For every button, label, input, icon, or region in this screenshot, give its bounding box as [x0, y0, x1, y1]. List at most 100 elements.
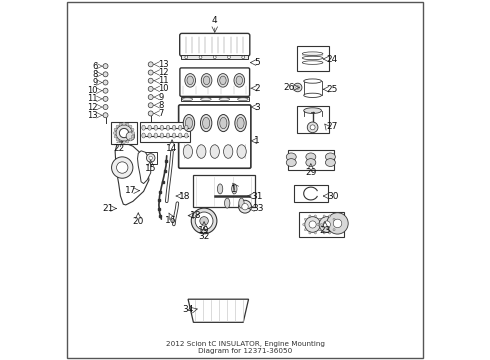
Circle shape: [129, 138, 132, 141]
Ellipse shape: [200, 98, 211, 101]
Text: 14: 14: [167, 144, 178, 153]
Text: 6: 6: [92, 62, 98, 71]
Text: 13: 13: [87, 111, 98, 120]
Ellipse shape: [172, 133, 176, 138]
Ellipse shape: [304, 93, 321, 98]
Bar: [140, 122, 190, 142]
Circle shape: [148, 95, 153, 100]
Bar: [181, 55, 248, 59]
Text: 10: 10: [87, 86, 98, 95]
Text: 9: 9: [93, 78, 98, 87]
Text: 1: 1: [254, 136, 260, 145]
Circle shape: [317, 224, 319, 226]
Text: 2: 2: [254, 84, 260, 93]
Circle shape: [309, 221, 316, 228]
Ellipse shape: [182, 98, 193, 101]
Ellipse shape: [218, 184, 223, 194]
Ellipse shape: [304, 108, 321, 113]
Circle shape: [129, 125, 132, 128]
Ellipse shape: [219, 98, 230, 101]
Ellipse shape: [154, 125, 158, 130]
Bar: [144, 152, 157, 164]
Circle shape: [114, 128, 117, 131]
Circle shape: [296, 86, 299, 89]
Text: 17: 17: [125, 186, 137, 195]
Ellipse shape: [185, 73, 196, 87]
Ellipse shape: [238, 98, 248, 101]
Ellipse shape: [203, 76, 210, 85]
FancyBboxPatch shape: [180, 33, 250, 56]
Polygon shape: [188, 299, 248, 322]
Circle shape: [114, 135, 117, 138]
Bar: [296, 46, 329, 71]
Ellipse shape: [237, 117, 244, 129]
Circle shape: [191, 208, 217, 234]
Circle shape: [307, 122, 318, 133]
Ellipse shape: [185, 125, 188, 130]
Text: 7: 7: [159, 109, 164, 118]
Text: 32: 32: [198, 231, 210, 240]
Circle shape: [320, 224, 322, 226]
Text: 31: 31: [251, 192, 263, 201]
Ellipse shape: [185, 117, 193, 129]
Bar: [288, 150, 334, 170]
Circle shape: [119, 123, 122, 126]
Text: 4: 4: [212, 16, 218, 25]
Circle shape: [119, 140, 122, 143]
Text: 21: 21: [102, 204, 113, 213]
Circle shape: [112, 157, 133, 178]
Ellipse shape: [306, 159, 316, 166]
Text: 16: 16: [165, 216, 176, 225]
Ellipse shape: [223, 145, 233, 158]
Text: 25: 25: [327, 85, 338, 94]
Circle shape: [116, 138, 119, 141]
Circle shape: [131, 135, 134, 138]
Ellipse shape: [142, 133, 146, 138]
Bar: [181, 97, 249, 102]
Text: 9: 9: [159, 93, 164, 102]
Circle shape: [328, 215, 331, 217]
Text: 12: 12: [159, 68, 169, 77]
Circle shape: [310, 125, 315, 130]
Circle shape: [103, 64, 108, 69]
Ellipse shape: [286, 153, 296, 161]
Circle shape: [318, 229, 321, 231]
Circle shape: [131, 128, 134, 131]
Bar: [296, 106, 329, 133]
Circle shape: [303, 224, 305, 226]
Circle shape: [318, 218, 321, 220]
Text: 8: 8: [159, 101, 164, 110]
Ellipse shape: [236, 76, 243, 85]
Circle shape: [122, 141, 125, 144]
Circle shape: [120, 129, 129, 138]
Text: 23: 23: [319, 226, 331, 235]
Ellipse shape: [218, 114, 229, 132]
Text: 11: 11: [159, 76, 169, 85]
Ellipse shape: [154, 133, 158, 138]
Circle shape: [335, 224, 337, 226]
Ellipse shape: [172, 125, 176, 130]
Circle shape: [148, 62, 153, 67]
Circle shape: [147, 154, 155, 162]
Circle shape: [318, 229, 321, 231]
Ellipse shape: [166, 133, 170, 138]
Circle shape: [148, 78, 153, 83]
Circle shape: [148, 86, 153, 91]
Text: 11: 11: [87, 94, 98, 103]
Bar: [193, 175, 255, 207]
Bar: [294, 185, 328, 202]
Ellipse shape: [325, 159, 335, 166]
Ellipse shape: [235, 114, 246, 132]
Ellipse shape: [183, 145, 193, 158]
Ellipse shape: [200, 114, 212, 132]
Circle shape: [304, 229, 306, 231]
Circle shape: [239, 200, 251, 213]
Ellipse shape: [304, 79, 321, 83]
Circle shape: [126, 123, 129, 126]
Circle shape: [103, 88, 108, 93]
Circle shape: [333, 219, 342, 228]
Text: 26: 26: [283, 83, 295, 92]
Ellipse shape: [220, 76, 226, 85]
Circle shape: [294, 83, 302, 92]
Text: 10: 10: [159, 84, 169, 93]
